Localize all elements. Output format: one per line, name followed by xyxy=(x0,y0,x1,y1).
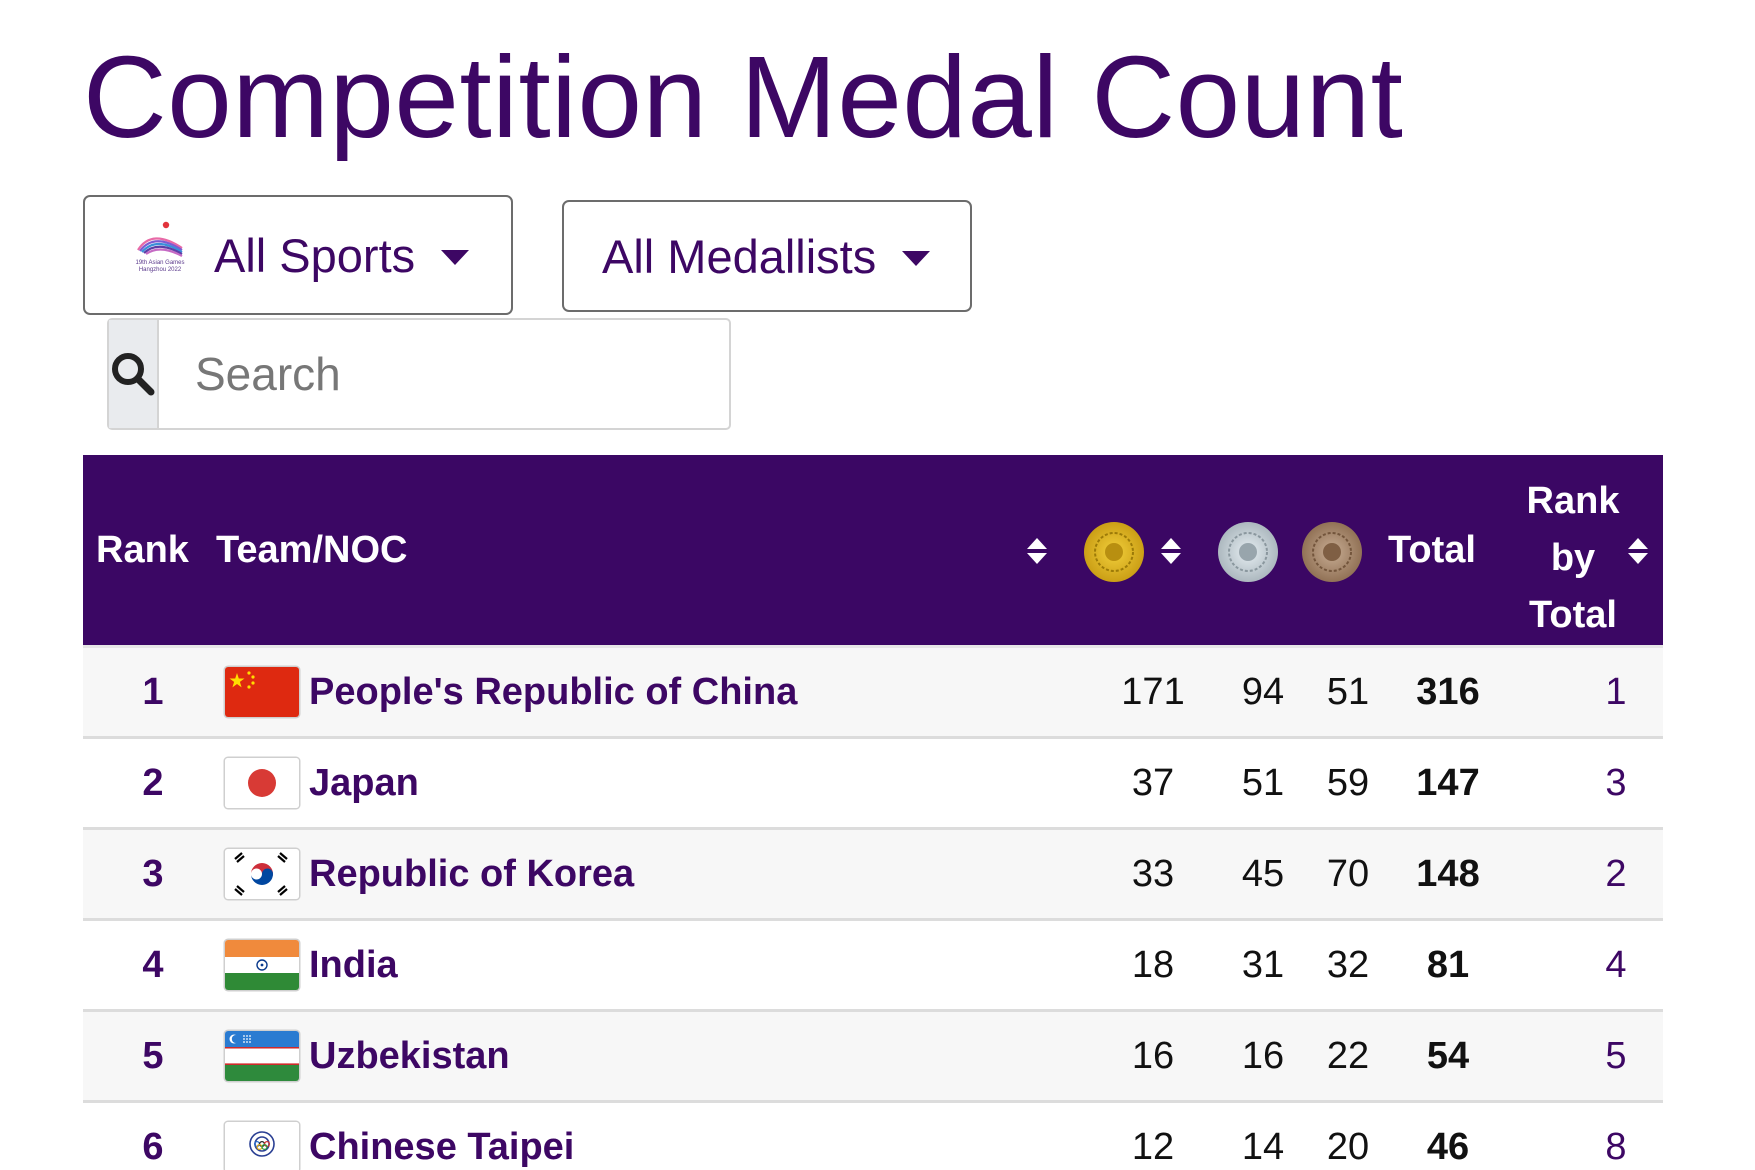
bronze-count-cell: 22 xyxy=(1326,1035,1370,1077)
silver-count-cell: 14 xyxy=(1241,1126,1285,1168)
team-column-header[interactable]: Team/NOC xyxy=(216,529,408,571)
bronze-count-cell: 51 xyxy=(1326,671,1370,713)
sports-filter-dropdown[interactable]: 19th Asian Games Hangzhou 2022 All Sport… xyxy=(83,195,513,315)
team-name-link[interactable]: Republic of Korea xyxy=(309,853,635,895)
rank-by-total-line2: by xyxy=(1550,537,1596,579)
gold-medal-icon xyxy=(1084,522,1144,582)
gold-count-cell: 33 xyxy=(1131,853,1175,895)
rank-cell: 4 xyxy=(142,944,164,986)
silver-count-cell: 16 xyxy=(1241,1035,1285,1077)
silver-count-cell: 45 xyxy=(1241,853,1285,895)
rank-by-total-cell: 8 xyxy=(1605,1126,1627,1168)
rank-cell: 2 xyxy=(142,762,164,804)
bronze-count-cell: 20 xyxy=(1326,1126,1370,1168)
medallists-filter-label: All Medallists xyxy=(602,229,877,283)
team-name-link[interactable]: Japan xyxy=(309,762,419,804)
chinese-taipei-flag-icon xyxy=(225,1122,299,1170)
china-flag-icon xyxy=(225,667,299,717)
table-header: Rank Team/NOC xyxy=(83,455,1663,648)
sort-icon[interactable] xyxy=(1627,536,1649,566)
bronze-medal-icon xyxy=(1302,522,1362,582)
team-name-link[interactable]: People's Republic of China xyxy=(309,671,798,713)
page-title: Competition Medal Count xyxy=(83,32,1404,162)
chevron-down-icon xyxy=(902,250,931,266)
total-count-cell: 54 xyxy=(1426,1035,1470,1077)
silver-count-cell: 94 xyxy=(1241,671,1285,713)
rank-cell: 6 xyxy=(142,1126,164,1168)
team-name-link[interactable]: India xyxy=(309,944,398,986)
medallists-filter-dropdown[interactable]: All Medallists xyxy=(562,200,972,312)
sort-icon[interactable] xyxy=(1026,536,1048,566)
total-count-cell: 46 xyxy=(1426,1126,1470,1168)
medal-table: Rank Team/NOC xyxy=(83,455,1663,1170)
team-name-link[interactable]: Uzbekistan xyxy=(309,1035,510,1077)
table-row[interactable]: 5 Uzbekistan 16 16 22 54 5 xyxy=(83,1012,1663,1103)
rank-column-header[interactable]: Rank xyxy=(96,529,189,571)
table-row[interactable]: 1 People's Republic of China 171 94 51 3… xyxy=(83,648,1663,739)
logo-caption-line2: Hangzhou 2022 xyxy=(138,267,182,273)
total-column-header[interactable]: Total xyxy=(1388,529,1476,571)
team-name-link[interactable]: Chinese Taipei xyxy=(309,1126,575,1168)
total-count-cell: 81 xyxy=(1426,944,1470,986)
silver-count-cell: 51 xyxy=(1241,762,1285,804)
silver-medal-icon xyxy=(1218,522,1278,582)
total-count-cell: 147 xyxy=(1416,762,1480,804)
silver-count-cell: 31 xyxy=(1241,944,1285,986)
bronze-count-cell: 59 xyxy=(1326,762,1370,804)
gold-count-cell: 16 xyxy=(1131,1035,1175,1077)
rank-by-total-cell: 2 xyxy=(1605,853,1627,895)
gold-count-cell: 171 xyxy=(1121,671,1185,713)
rank-by-total-column-header[interactable]: Rank by Total xyxy=(1508,473,1638,644)
search-group xyxy=(107,318,795,430)
search-icon-addon[interactable] xyxy=(109,320,159,428)
gold-count-cell: 18 xyxy=(1131,944,1175,986)
search-input[interactable] xyxy=(159,320,795,428)
rank-cell: 1 xyxy=(142,671,164,713)
sort-icon[interactable] xyxy=(1160,536,1182,566)
table-row[interactable]: 3 Republic of Korea 33 45 70 148 2 xyxy=(83,830,1663,921)
rank-by-total-cell: 3 xyxy=(1605,762,1627,804)
japan-flag-icon xyxy=(225,758,299,808)
bronze-count-cell: 32 xyxy=(1326,944,1370,986)
logo-caption-line1: 19th Asian Games xyxy=(135,260,185,266)
rank-by-total-cell: 5 xyxy=(1605,1035,1627,1077)
hangzhou-logo-icon xyxy=(137,221,183,257)
table-row[interactable]: 6 Chinese Taipei 12 14 20 46 8 xyxy=(83,1103,1663,1170)
rank-cell: 3 xyxy=(142,853,164,895)
chevron-down-icon xyxy=(441,249,470,265)
gold-count-cell: 37 xyxy=(1131,762,1175,804)
total-count-cell: 316 xyxy=(1416,671,1480,713)
total-count-cell: 148 xyxy=(1416,853,1480,895)
asian-games-logo: 19th Asian Games Hangzhou 2022 xyxy=(130,220,190,290)
rank-by-total-line1: Rank xyxy=(1526,480,1620,522)
rank-by-total-line3: Total xyxy=(1529,594,1617,636)
rank-by-total-cell: 4 xyxy=(1605,944,1627,986)
table-row[interactable]: 2 Japan 37 51 59 147 3 xyxy=(83,739,1663,830)
gold-count-cell: 12 xyxy=(1131,1126,1175,1168)
table-row[interactable]: 4 India 18 31 32 81 4 xyxy=(83,921,1663,1012)
rank-by-total-cell: 1 xyxy=(1605,671,1627,713)
sports-filter-label: All Sports xyxy=(214,228,416,282)
search-icon xyxy=(112,353,155,396)
india-flag-icon xyxy=(225,940,299,990)
korea-flag-icon xyxy=(225,849,299,899)
bronze-count-cell: 70 xyxy=(1326,853,1370,895)
uzbekistan-flag-icon xyxy=(225,1031,299,1081)
rank-cell: 5 xyxy=(142,1035,164,1077)
